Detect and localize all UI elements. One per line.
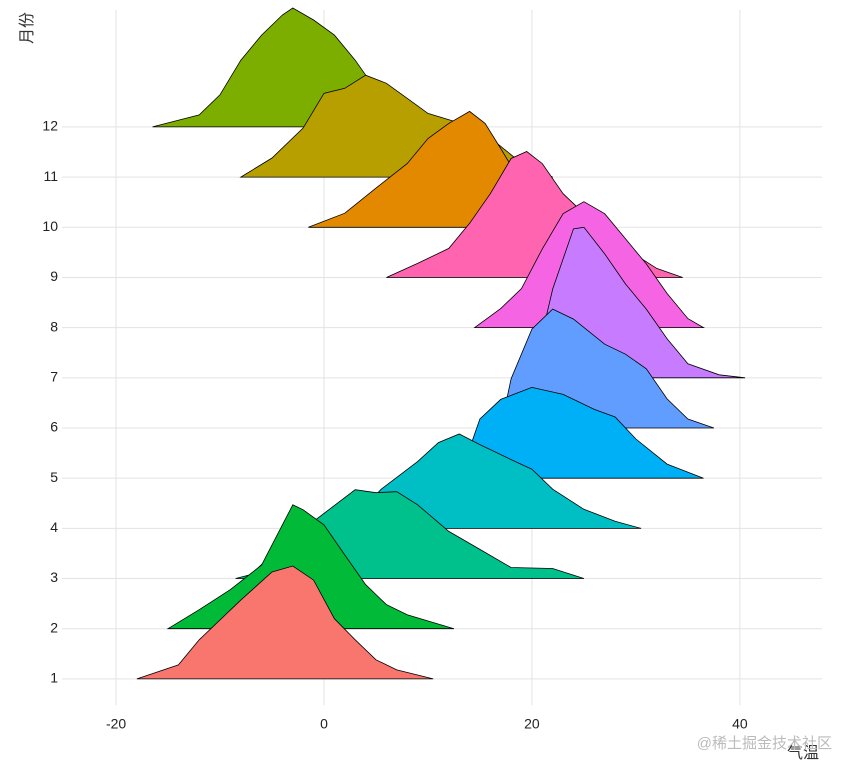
- x-tick-label: 20: [524, 716, 540, 732]
- grid: [62, 10, 822, 705]
- ridge: [343, 433, 642, 529]
- ridges: [136, 7, 746, 680]
- ridge: [458, 386, 704, 479]
- y-tick-label: 5: [50, 469, 58, 485]
- ridge: [136, 565, 434, 680]
- y-tick-label: 2: [50, 619, 58, 635]
- y-tick-label: 9: [50, 268, 58, 284]
- y-tick-label: 8: [50, 318, 58, 334]
- watermark: @稀土掘金技术社区: [697, 735, 832, 752]
- x-tick-label: -20: [106, 716, 126, 732]
- y-axis-label: 月份: [18, 12, 36, 44]
- y-tick-label: 12: [42, 118, 58, 134]
- x-tick-label: 40: [732, 716, 748, 732]
- y-tick-label: 10: [42, 218, 58, 234]
- y-tick-label: 4: [50, 519, 58, 535]
- ridge: [166, 504, 455, 630]
- y-tick-label: 7: [50, 369, 58, 385]
- y-tick-label: 11: [43, 168, 58, 184]
- y-tick-label: 6: [50, 419, 58, 435]
- x-tick-label: 0: [320, 716, 328, 732]
- y-tick-label: 1: [50, 670, 58, 686]
- y-tick-label: 3: [50, 569, 58, 585]
- x-axis-label: 气温: [787, 744, 819, 762]
